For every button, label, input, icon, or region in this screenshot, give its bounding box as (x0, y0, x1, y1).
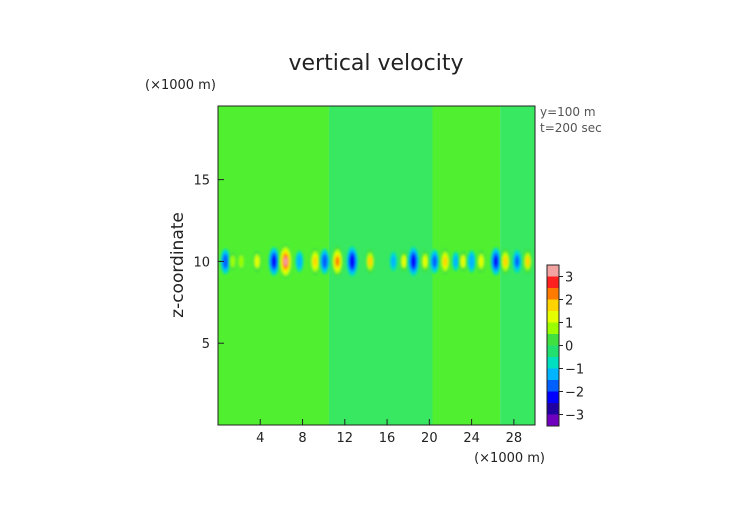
y-unit-label: (×1000 m) (145, 78, 216, 93)
x-tick-label: 20 (421, 431, 438, 446)
colorbar-swatch (547, 334, 559, 346)
contour-level (443, 256, 448, 267)
contour-level (223, 256, 228, 267)
contour-level (335, 256, 340, 267)
colorbar-swatch (547, 322, 559, 335)
colorbar-swatch (547, 368, 559, 381)
contour-level (368, 256, 373, 267)
colorbar-swatch (547, 265, 559, 277)
wave-cell (229, 252, 237, 271)
contour-level (503, 256, 508, 267)
wave-cell (476, 250, 486, 273)
contour-level (254, 255, 260, 267)
colorbar-swatch (547, 311, 559, 323)
colorbar-swatch (547, 380, 559, 392)
contour-level (469, 255, 474, 267)
contour-level (322, 256, 327, 267)
y-tick-label: 5 (202, 337, 210, 352)
wave-cell (452, 251, 460, 272)
wave-cell (467, 250, 476, 273)
x-tick-label: 12 (337, 431, 354, 446)
contour-level (313, 256, 318, 267)
wave-cell (319, 248, 330, 275)
colorbar-label: −3 (565, 409, 584, 424)
colorbar-swatch (547, 288, 559, 300)
wave-cell (220, 248, 231, 275)
colorbar-swatch (547, 391, 559, 404)
contour-level (391, 255, 396, 268)
wave-cell (512, 249, 522, 274)
x-tick-label: 16 (379, 431, 396, 446)
wave-cell (252, 250, 262, 273)
wave-cell (331, 246, 344, 277)
colorbar-swatch (547, 357, 559, 369)
contour-level (460, 255, 466, 268)
wave-cell (346, 246, 358, 277)
plot-clip-group (218, 106, 535, 425)
wave-cell (399, 250, 408, 273)
wave-cell (459, 250, 468, 273)
contour-level (422, 255, 428, 267)
x-tick-label: 8 (298, 431, 306, 446)
colorbar-swatch (547, 345, 559, 358)
wave-cell (310, 247, 321, 276)
colorbar-swatch (547, 276, 559, 289)
contour-level (453, 255, 459, 268)
wave-cell (365, 249, 375, 274)
y-axis-label: z-coordinate (168, 212, 188, 318)
axes: 4 8 12 16 20 24 28 5 10 15 (193, 105, 536, 446)
wave-cell (523, 249, 533, 274)
x-unit-label: (×1000 m) (474, 451, 545, 466)
colorbar-swatch (547, 299, 559, 312)
colorbar-swatch (547, 403, 559, 415)
wave-cell (420, 250, 430, 273)
wave-cell (407, 246, 420, 277)
colorbar-label: 3 (565, 271, 573, 286)
contour-level (493, 256, 498, 267)
colorbar-label: −2 (565, 386, 584, 401)
contour-level (297, 255, 302, 268)
contour-level (283, 256, 288, 266)
y-tick-label: 10 (193, 255, 210, 270)
contour-level (525, 256, 530, 267)
chart-title: vertical velocity (288, 51, 463, 76)
wave-cell (268, 247, 280, 276)
wave-cell (389, 251, 398, 272)
x-tick-label: 28 (506, 431, 523, 446)
contour-level (411, 256, 416, 267)
wave-cell (430, 249, 440, 274)
wave-cell (279, 244, 293, 279)
contour-level (350, 256, 355, 267)
wave-cell (238, 253, 245, 270)
x-tick-label: 4 (256, 431, 264, 446)
contour-level (514, 256, 520, 267)
colorbar-label: 0 (565, 340, 573, 355)
wave-cell (490, 247, 502, 276)
y-tick-label: 15 (193, 174, 210, 189)
plot-frame (217, 105, 536, 426)
info-line-y: y=100 m (540, 105, 596, 119)
wave-cell (440, 248, 451, 275)
colorbar: 3 2 1 0 −1 −2 −3 (546, 264, 584, 427)
contour-level (230, 255, 236, 268)
x-tick-label: 24 (463, 431, 480, 446)
contour-level (401, 255, 407, 268)
contour-level (271, 256, 277, 267)
colorbar-swatch (547, 414, 559, 427)
contour-level (238, 254, 244, 269)
info-line-t: t=200 sec (540, 121, 602, 135)
wave-cell (500, 248, 511, 275)
colorbar-label: −1 (565, 363, 584, 378)
wave-cell (295, 250, 304, 273)
contour-level (478, 255, 484, 267)
contour-level (432, 256, 437, 267)
plot-area (218, 106, 535, 425)
colorbar-label: 2 (565, 294, 573, 309)
colorbar-label: 1 (565, 317, 573, 332)
